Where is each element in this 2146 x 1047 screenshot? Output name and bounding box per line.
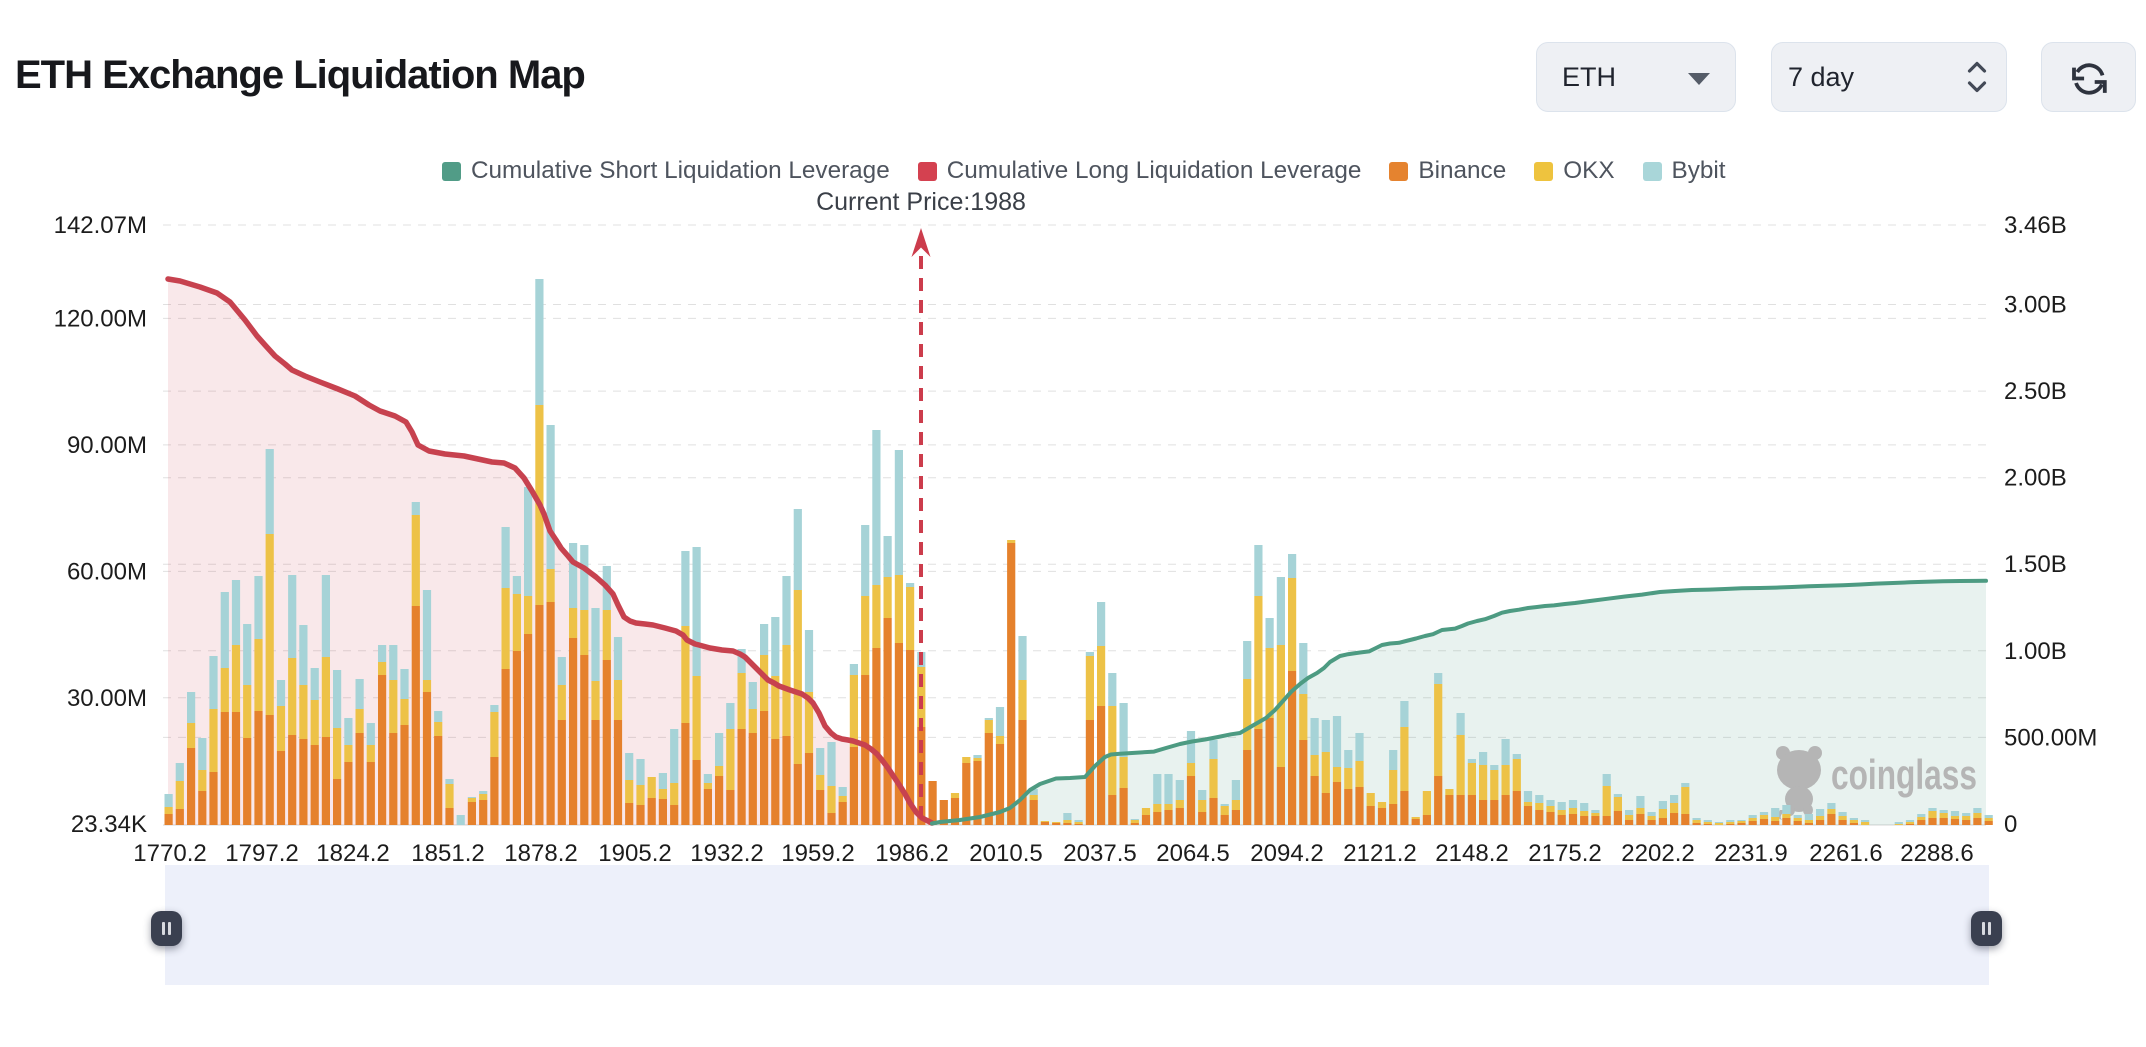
svg-text:2202.2: 2202.2: [1621, 840, 1694, 867]
svg-text:90.00M: 90.00M: [67, 432, 147, 459]
svg-text:2231.9: 2231.9: [1714, 840, 1787, 867]
svg-text:1.50B: 1.50B: [2004, 551, 2067, 578]
svg-text:120.00M: 120.00M: [54, 305, 147, 332]
svg-text:30.00M: 30.00M: [67, 685, 147, 712]
svg-text:2.00B: 2.00B: [2004, 465, 2067, 492]
svg-text:2094.2: 2094.2: [1250, 840, 1323, 867]
svg-text:1986.2: 1986.2: [875, 840, 948, 867]
svg-text:2010.5: 2010.5: [969, 840, 1042, 867]
svg-text:60.00M: 60.00M: [67, 558, 147, 585]
svg-text:1770.2: 1770.2: [133, 840, 206, 867]
svg-text:2.50B: 2.50B: [2004, 378, 2067, 405]
svg-text:500.00M: 500.00M: [2004, 724, 2097, 751]
svg-text:2175.2: 2175.2: [1528, 840, 1601, 867]
svg-text:2288.6: 2288.6: [1900, 840, 1973, 867]
svg-text:1824.2: 1824.2: [316, 840, 389, 867]
svg-text:3.46B: 3.46B: [2004, 212, 2067, 239]
svg-text:1797.2: 1797.2: [225, 840, 298, 867]
svg-text:1878.2: 1878.2: [504, 840, 577, 867]
svg-text:2121.2: 2121.2: [1343, 840, 1416, 867]
svg-text:0: 0: [2004, 811, 2017, 838]
svg-text:2064.5: 2064.5: [1156, 840, 1229, 867]
svg-text:23.34K: 23.34K: [71, 811, 147, 838]
svg-text:1932.2: 1932.2: [690, 840, 763, 867]
svg-text:142.07M: 142.07M: [54, 212, 147, 239]
svg-text:1959.2: 1959.2: [781, 840, 854, 867]
svg-text:1851.2: 1851.2: [411, 840, 484, 867]
svg-text:1.00B: 1.00B: [2004, 638, 2067, 665]
svg-text:2148.2: 2148.2: [1435, 840, 1508, 867]
svg-text:2037.5: 2037.5: [1063, 840, 1136, 867]
svg-text:3.00B: 3.00B: [2004, 292, 2067, 319]
svg-text:coinglass: coinglass: [1831, 751, 1977, 798]
svg-text:1905.2: 1905.2: [598, 840, 671, 867]
svg-text:2261.6: 2261.6: [1809, 840, 1882, 867]
